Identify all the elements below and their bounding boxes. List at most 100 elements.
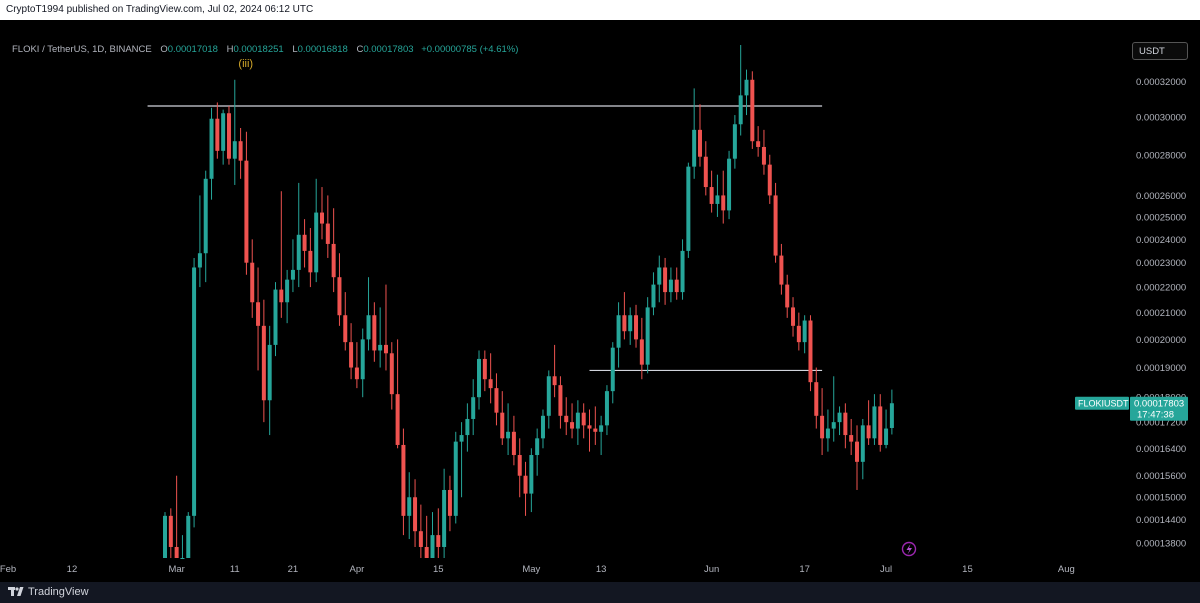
candle[interactable]: [535, 438, 540, 456]
candle[interactable]: [779, 255, 784, 285]
candle[interactable]: [511, 431, 516, 456]
candle[interactable]: [622, 315, 627, 332]
candle[interactable]: [785, 284, 790, 308]
candle[interactable]: [442, 489, 447, 547]
lightning-event-icon[interactable]: [901, 541, 917, 557]
candle[interactable]: [837, 412, 842, 423]
candle[interactable]: [878, 406, 883, 445]
candle[interactable]: [343, 315, 348, 343]
candle[interactable]: [645, 307, 650, 365]
candle[interactable]: [244, 160, 249, 263]
candle[interactable]: [715, 195, 720, 204]
candle[interactable]: [854, 441, 859, 462]
candle[interactable]: [866, 425, 871, 439]
tradingview-brand[interactable]: TradingView: [8, 586, 89, 598]
candle[interactable]: [552, 376, 557, 386]
candle[interactable]: [843, 412, 848, 436]
candle[interactable]: [209, 118, 214, 179]
candle[interactable]: [430, 535, 435, 558]
candle[interactable]: [174, 546, 179, 558]
candle[interactable]: [709, 187, 714, 204]
candle[interactable]: [232, 141, 237, 159]
candle[interactable]: [604, 391, 609, 426]
candle[interactable]: [197, 253, 202, 268]
chart-area[interactable]: FLOKI / TetherUS, 1D, BINANCE O0.0001701…: [0, 20, 1200, 582]
candle[interactable]: [721, 195, 726, 211]
candle[interactable]: [651, 284, 656, 308]
currency-button[interactable]: USDT: [1132, 42, 1188, 60]
candle[interactable]: [523, 475, 528, 494]
candle[interactable]: [285, 279, 290, 303]
candle[interactable]: [727, 158, 732, 211]
candle[interactable]: [808, 320, 813, 383]
candle[interactable]: [697, 129, 702, 157]
candle[interactable]: [587, 425, 592, 429]
candle[interactable]: [453, 441, 458, 516]
candle[interactable]: [296, 234, 301, 270]
candle[interactable]: [820, 415, 825, 439]
candle[interactable]: [186, 515, 191, 558]
candle[interactable]: [668, 279, 673, 293]
candle[interactable]: [849, 435, 854, 442]
candle[interactable]: [599, 425, 604, 432]
candle[interactable]: [163, 515, 168, 558]
candle[interactable]: [889, 403, 894, 428]
candle[interactable]: [546, 376, 551, 416]
candle[interactable]: [500, 412, 505, 439]
candle[interactable]: [221, 113, 226, 151]
candle[interactable]: [692, 129, 697, 167]
candle[interactable]: [738, 95, 743, 125]
candle[interactable]: [413, 497, 418, 532]
candle[interactable]: [773, 195, 778, 256]
candle[interactable]: [756, 141, 761, 147]
candle[interactable]: [732, 124, 737, 159]
candle[interactable]: [215, 118, 220, 151]
candle[interactable]: [407, 497, 412, 516]
candle[interactable]: [506, 431, 511, 439]
candle[interactable]: [331, 243, 336, 278]
candle[interactable]: [360, 339, 365, 380]
candle[interactable]: [761, 146, 766, 165]
candle[interactable]: [750, 79, 755, 142]
candle[interactable]: [767, 164, 772, 196]
candle[interactable]: [593, 428, 598, 432]
candle[interactable]: [290, 269, 295, 280]
candle[interactable]: [261, 325, 266, 401]
candle[interactable]: [674, 279, 679, 293]
candle[interactable]: [610, 347, 615, 392]
candle[interactable]: [663, 267, 668, 293]
candlestick-chart[interactable]: (iii)0.000340000.000320000.000300000.000…: [0, 20, 1200, 582]
candle[interactable]: [389, 353, 394, 395]
candle[interactable]: [180, 558, 185, 559]
candle[interactable]: [308, 250, 313, 273]
candle[interactable]: [570, 422, 575, 429]
candle[interactable]: [564, 415, 569, 423]
candle[interactable]: [395, 394, 400, 445]
candle[interactable]: [436, 535, 441, 547]
candle[interactable]: [273, 289, 278, 345]
candle[interactable]: [884, 428, 889, 445]
candle[interactable]: [802, 320, 807, 343]
candle[interactable]: [703, 156, 708, 188]
candle[interactable]: [401, 444, 406, 516]
candle[interactable]: [320, 212, 325, 224]
candle[interactable]: [686, 166, 691, 251]
candle[interactable]: [744, 79, 749, 96]
candle[interactable]: [314, 212, 319, 273]
candle[interactable]: [465, 418, 470, 436]
candle[interactable]: [226, 113, 231, 159]
candle[interactable]: [814, 382, 819, 416]
candle[interactable]: [302, 234, 307, 251]
candle[interactable]: [628, 315, 633, 332]
candle[interactable]: [494, 388, 499, 413]
candle[interactable]: [488, 379, 493, 389]
candle[interactable]: [540, 415, 545, 439]
candle[interactable]: [575, 412, 580, 429]
candle[interactable]: [366, 315, 371, 340]
candle[interactable]: [256, 302, 261, 326]
candle[interactable]: [471, 397, 476, 419]
candle[interactable]: [383, 344, 388, 354]
candle[interactable]: [459, 435, 464, 442]
candle[interactable]: [517, 455, 522, 476]
candle[interactable]: [680, 250, 685, 293]
